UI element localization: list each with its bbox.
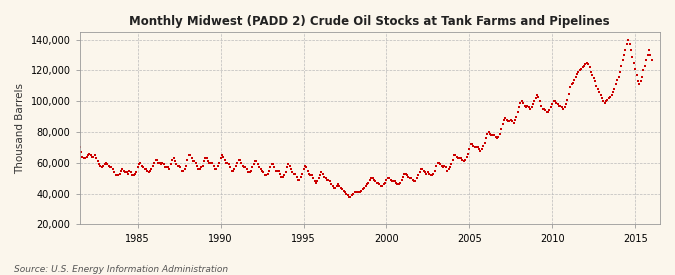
- Title: Monthly Midwest (PADD 2) Crude Oil Stocks at Tank Farms and Pipelines: Monthly Midwest (PADD 2) Crude Oil Stock…: [130, 15, 610, 28]
- Text: Source: U.S. Energy Information Administration: Source: U.S. Energy Information Administ…: [14, 265, 227, 274]
- Y-axis label: Thousand Barrels: Thousand Barrels: [15, 83, 25, 174]
